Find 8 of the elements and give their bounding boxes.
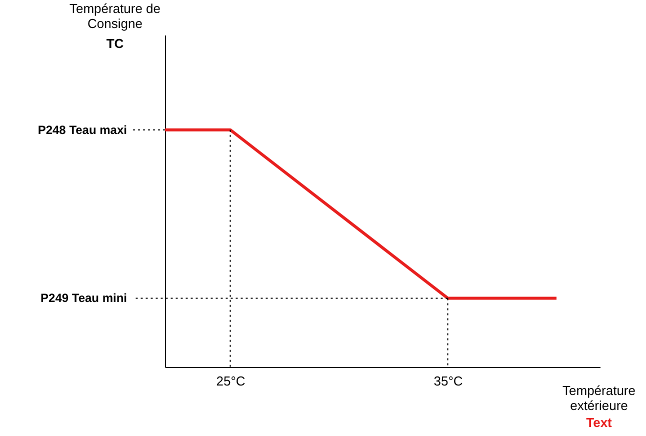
ref-line-label: P249 Teau mini [40,291,127,306]
text: Température de Consigne [69,1,161,31]
text: TC [106,36,124,51]
text: Text [586,415,613,430]
ref-line-label: P248 Teau maxi [38,122,127,137]
x-tick-label: 25°C [216,374,246,388]
x-axis-title: Température extérieure [562,383,636,413]
x-tick-label: 35°C [434,374,463,388]
